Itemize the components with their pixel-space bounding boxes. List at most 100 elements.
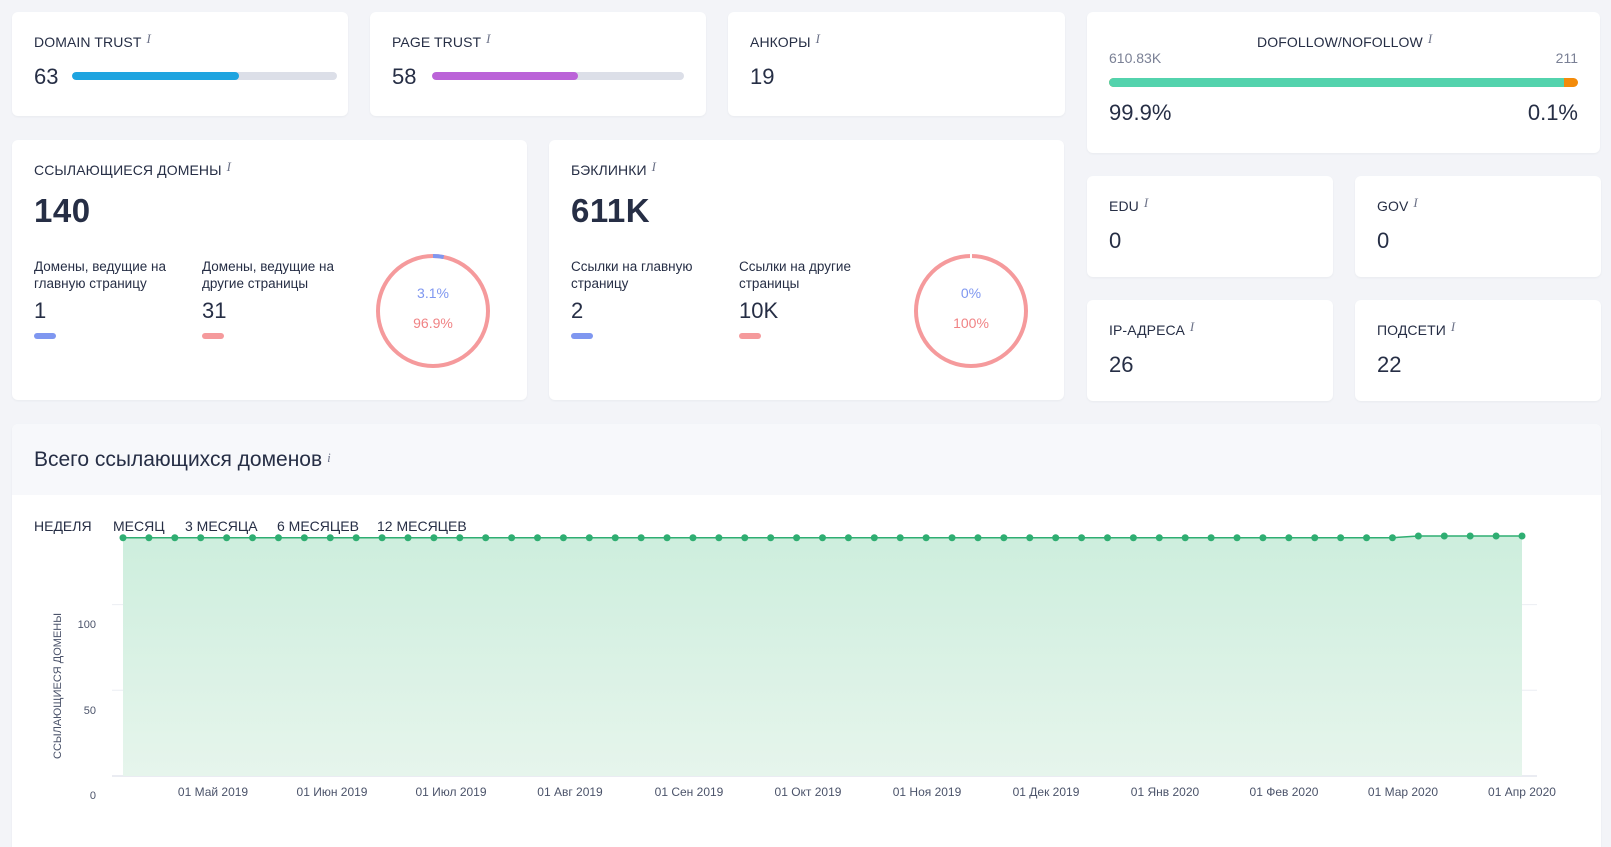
ref-domains-value: 140	[34, 192, 91, 229]
info-icon[interactable]: i	[486, 31, 491, 46]
ref-domains-label: ССЫЛАЮЩИЕСЯ ДОМЕНЫ i	[34, 159, 232, 178]
dofollow-count: 610.83K	[1109, 50, 1162, 66]
data-point	[689, 534, 697, 542]
domain-trust-bar	[72, 72, 337, 80]
subnets-label: ПОДСЕТИ i	[1377, 319, 1456, 338]
info-icon[interactable]: i	[1189, 319, 1195, 334]
edu-label: EDU i	[1109, 195, 1149, 214]
data-point	[352, 534, 360, 542]
tab-6-months[interactable]: 6 МЕСЯЦЕВ	[277, 518, 359, 534]
x-tick-label: 01 Фев 2020	[1249, 785, 1319, 799]
data-point	[119, 534, 127, 542]
x-tick-label: 01 Окт 2019	[774, 785, 842, 799]
x-tick-label: 01 Дек 2019	[1012, 785, 1080, 799]
data-point	[482, 534, 490, 542]
data-point	[1285, 534, 1293, 542]
x-tick-label: 01 Май 2019	[177, 785, 249, 799]
legend-main-pill	[34, 333, 56, 339]
domain-trust-label: DOMAIN TRUST i	[34, 31, 151, 50]
page-trust-label: PAGE TRUST i	[392, 31, 491, 50]
x-tick-label: 01 Июн 2019	[296, 785, 368, 799]
data-point	[249, 534, 257, 542]
data-point	[1492, 532, 1500, 540]
edu-card: EDU i 0	[1087, 176, 1333, 277]
backlinks-value: 611K	[571, 192, 651, 229]
x-tick-label: 01 Мар 2020	[1367, 785, 1439, 799]
domain-trust-value: 63	[34, 64, 59, 89]
backlinks-main-value: 2	[571, 298, 584, 323]
legend-other-pill	[202, 333, 224, 339]
domain-trust-card: DOMAIN TRUST i 63	[12, 12, 348, 116]
x-tick-label: 01 Ноя 2019	[892, 785, 962, 799]
anchors-value: 19	[750, 64, 775, 89]
data-point	[1414, 532, 1422, 540]
info-icon[interactable]: i	[1143, 195, 1149, 210]
info-icon[interactable]: i	[815, 31, 821, 46]
x-tick-label: 01 Июл 2019	[415, 785, 487, 799]
info-icon[interactable]: i	[651, 159, 657, 174]
data-point	[1207, 534, 1215, 542]
x-tick-label: 01 Сен 2019	[654, 785, 724, 799]
info-icon[interactable]: i	[327, 450, 331, 465]
gov-card: GOV i 0	[1355, 176, 1601, 277]
data-point	[404, 534, 412, 542]
ref-domains-other-label: Домены, ведущие на другие страницы	[202, 259, 334, 291]
data-point	[326, 534, 334, 542]
data-point	[637, 534, 645, 542]
data-point	[974, 534, 982, 542]
ip-value: 26	[1109, 352, 1134, 377]
subnets-value: 22	[1377, 352, 1402, 377]
y-tick-50: 50	[83, 705, 96, 717]
info-icon[interactable]: i	[1427, 31, 1433, 46]
ref-domains-donut	[376, 254, 490, 368]
gov-label: GOV i	[1377, 195, 1418, 214]
anchors-card: АНКОРЫ i 19	[728, 12, 1065, 116]
data-point	[171, 534, 179, 542]
data-point	[1259, 534, 1267, 542]
data-point	[663, 534, 671, 542]
backlinks-other-label: Ссылки на другие страницы	[739, 259, 851, 291]
info-icon[interactable]: i	[226, 159, 232, 174]
tab-week[interactable]: НЕДЕЛЯ	[34, 518, 92, 534]
dofollow-card: DOFOLLOW/NOFOLLOW i 610.83K 211 99.9% 0.1…	[1087, 12, 1600, 153]
chart-header: Всего ссылающихся доменов i	[12, 424, 1601, 495]
data-point	[870, 534, 878, 542]
donut-main-arc	[376, 254, 490, 368]
ip-label: IP-АДРЕСА i	[1109, 319, 1195, 338]
x-tick-label: 01 Янв 2020	[1130, 785, 1200, 799]
data-point	[534, 534, 542, 542]
dofollow-bar	[1109, 78, 1578, 87]
ref-domains-other-value: 31	[202, 298, 227, 323]
info-icon[interactable]: i	[1450, 319, 1456, 334]
data-point	[611, 534, 619, 542]
edu-value: 0	[1109, 228, 1122, 253]
data-point	[1129, 534, 1137, 542]
data-point	[456, 534, 464, 542]
data-point	[274, 534, 282, 542]
anchors-label: АНКОРЫ i	[750, 31, 821, 50]
data-point	[1337, 534, 1345, 542]
subnets-card: ПОДСЕТИ i 22	[1355, 300, 1601, 401]
donut-main-percent: 0%	[960, 285, 982, 301]
ref-domains-card: ССЫЛАЮЩИЕСЯ ДОМЕНЫ i 140 Домены, ведущие …	[12, 140, 527, 400]
data-point	[948, 534, 956, 542]
data-point	[741, 534, 749, 542]
y-tick-100: 100	[77, 619, 96, 631]
page-trust-card: PAGE TRUST i 58	[370, 12, 706, 116]
data-point	[223, 534, 231, 542]
backlinks-other-value: 10K	[739, 298, 779, 323]
nofollow-percent: 0.1%	[1527, 100, 1578, 125]
legend-main-pill	[571, 333, 593, 339]
data-point	[922, 534, 930, 542]
data-point	[430, 534, 438, 542]
data-point	[844, 534, 852, 542]
tab-month[interactable]: МЕСЯЦ	[113, 518, 165, 534]
tab-3-months[interactable]: 3 МЕСЯЦА	[185, 518, 258, 534]
backlinks-card: БЭКЛИНКИ i 611K Ссылки на главную страниц…	[549, 140, 1064, 400]
info-icon[interactable]: i	[146, 31, 151, 46]
data-point	[1026, 534, 1034, 542]
info-icon[interactable]: i	[1413, 195, 1418, 210]
data-point	[197, 534, 205, 542]
data-point	[145, 534, 153, 542]
legend-other-pill	[739, 333, 761, 339]
